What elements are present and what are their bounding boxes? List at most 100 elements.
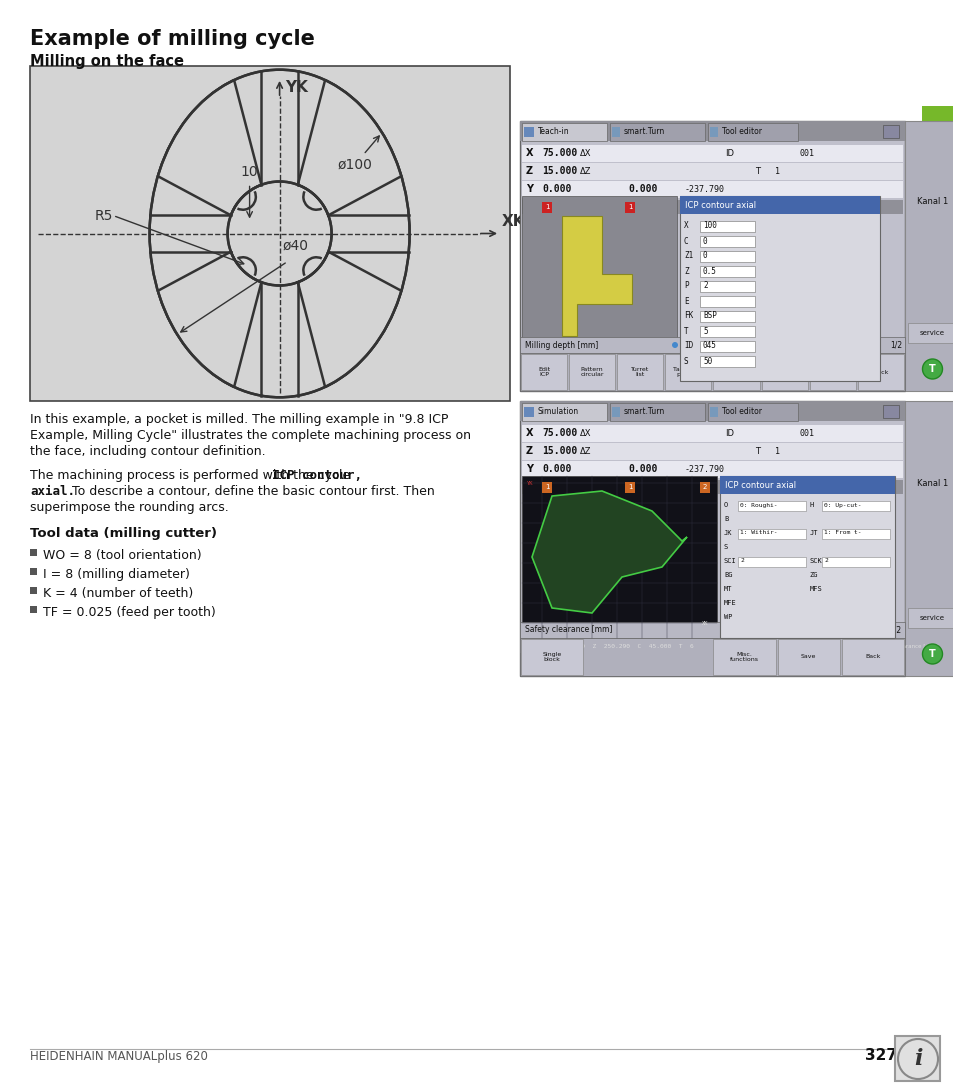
Bar [523,407,534,417]
Text: N --  X  175.000  Z  250.290  C  45.000  T  6: N -- X 175.000 Z 250.290 C 45.000 T 6 [524,644,693,649]
Text: smart.Turn: smart.Turn [623,407,664,416]
Bar [569,353,615,389]
Bar [612,127,619,137]
Bar [907,323,953,343]
Text: 2: 2 [702,204,706,209]
Text: JK: JK [723,530,732,536]
Text: 2: 2 [740,559,743,563]
Bar [521,145,902,161]
Text: Tool editor: Tool editor [721,127,761,135]
Bar [30,549,37,556]
Text: ID: ID [683,341,693,350]
Bar [521,196,677,351]
Text: ΔZ: ΔZ [579,446,591,456]
Text: 0.000: 0.000 [627,464,657,473]
Text: Back: Back [872,370,887,374]
Text: 5: 5 [702,326,707,336]
Bar [700,202,709,213]
Bar [713,353,759,389]
Text: 100: 100 [702,221,716,230]
Text: Back: Back [864,655,880,659]
Text: service: service [919,615,944,621]
Text: 0.000: 0.000 [541,184,571,194]
Bar [707,403,797,421]
Text: Tool data (milling cutter): Tool data (milling cutter) [30,527,216,540]
Text: Z1: Z1 [683,252,693,261]
Text: 2: 2 [702,281,707,290]
Text: B: B [723,516,727,521]
Polygon shape [297,80,401,215]
Text: ICP contour axial: ICP contour axial [724,480,796,490]
Text: Single
block: Single block [542,651,561,662]
Text: 327: 327 [864,1048,896,1063]
Bar [700,482,709,493]
Bar [520,639,582,675]
Text: ΔX: ΔX [579,148,591,157]
Text: 001: 001 [800,148,814,157]
Text: 045: 045 [702,341,716,350]
Bar [519,401,904,676]
Text: the face, including contour definition.: the face, including contour definition. [30,445,265,458]
Bar [821,529,889,539]
Bar [709,127,718,137]
Text: Example of milling cycle: Example of milling cycle [30,29,314,49]
Text: T: T [928,649,935,659]
Bar [519,622,904,638]
Bar [841,639,903,675]
Text: 75.000: 75.000 [541,148,577,158]
Bar [857,353,903,389]
Text: Teach-in: Teach-in [537,127,569,135]
Text: 0: Roughi-: 0: Roughi- [740,503,777,507]
Bar [904,121,953,391]
Bar [521,403,606,421]
Bar [777,639,839,675]
Text: MFE: MFE [723,600,736,606]
Circle shape [897,1039,937,1079]
Text: Proposed
technology: Proposed technology [719,367,753,377]
Text: In this example, a pocket is milled. The milling example in "9.8 ICP: In this example, a pocket is milled. The… [30,413,448,425]
Bar [523,127,534,137]
Text: 1: Withir-: 1: Withir- [740,530,777,536]
Polygon shape [297,252,401,387]
Circle shape [671,341,678,348]
Text: ZG: ZG [809,572,818,578]
Text: Y: Y [525,184,533,194]
Bar [720,476,894,638]
Bar [679,196,879,214]
Text: 15.000: 15.000 [541,446,577,456]
Text: TF = 0.025 (feed per tooth): TF = 0.025 (feed per tooth) [43,606,215,619]
Text: YK: YK [526,481,533,485]
Text: T: T [754,446,760,456]
Text: T: T [683,326,688,336]
Text: Simulation: Simulation [537,407,578,416]
Bar [519,121,904,391]
Text: Y: Y [525,464,533,473]
Text: 2/2: 2/2 [889,625,902,635]
Text: P: P [683,281,688,290]
Text: K = 4 (number of teeth): K = 4 (number of teeth) [43,587,193,600]
Bar [519,121,904,141]
Text: R5: R5 [95,208,113,223]
Text: 1: 1 [627,484,632,490]
Bar [700,356,754,367]
Text: -237.790: -237.790 [684,465,724,473]
Text: Milling depth [mm]: Milling depth [mm] [524,340,598,349]
Bar [519,640,904,654]
Text: ICP contour axial: ICP contour axial [684,201,756,209]
Text: 10: 10 [240,165,258,179]
Text: 1/2: 1/2 [889,340,902,349]
Bar [521,163,902,180]
Bar [700,341,754,352]
Text: Z: Z [525,446,533,456]
Bar [700,251,754,262]
Text: The machining process is performed with the cycle: The machining process is performed with … [30,469,354,482]
Bar [521,480,902,494]
Bar [700,326,754,337]
Text: Constant
speed: Constant speed [770,367,798,377]
Text: i: i [913,1048,922,1070]
Text: FK: FK [683,312,693,321]
Text: WP: WP [723,614,732,620]
Text: Tool editor: Tool editor [721,407,761,416]
Text: X: X [525,148,533,158]
Bar [521,425,902,442]
